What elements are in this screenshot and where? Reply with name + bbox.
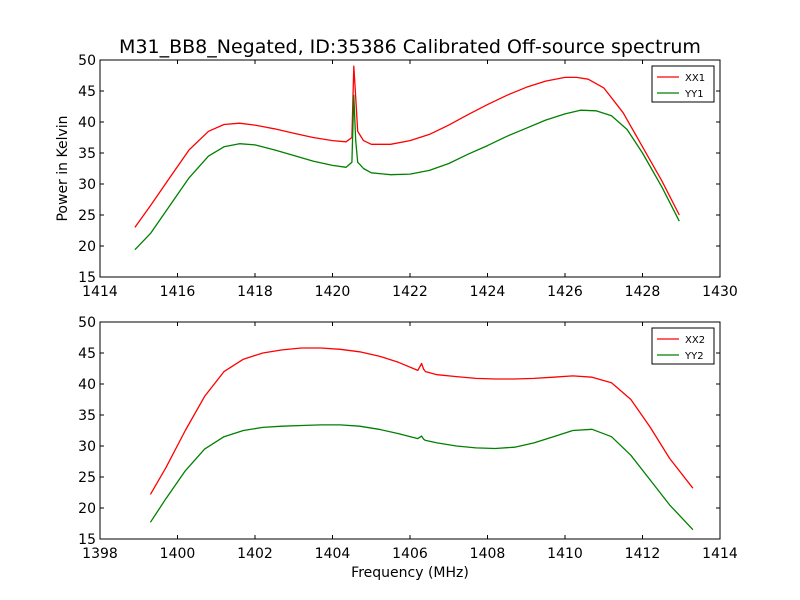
x-tick-label: 1418 [237,284,273,300]
series-line-xx1 [134,65,680,228]
x-tick-label: 1410 [547,546,583,562]
subplot-1: 1414 1416 1418 1420 1422 1424 1426 1428 1430 15 20… [55,53,738,300]
legend-label-yy2: YY2 [684,351,704,362]
y-tick-label: 25 [78,208,96,224]
x-tick-label: 1420 [315,284,351,300]
x-tick-label: 1408 [470,546,506,562]
y-tick-label: 45 [78,84,96,100]
x-tick-label: 1402 [237,546,273,562]
legend-label-xx1: XX1 [685,73,705,84]
x-tick-label: 1414 [702,546,738,562]
legend-box [651,65,715,103]
y-tick-label: 20 [78,501,96,517]
x-tick-label: 1424 [470,284,506,300]
y-tick-label: 45 [78,346,96,362]
series-line-xx2 [149,347,694,495]
series-line-yy1 [134,94,680,251]
x-tick-label: 1426 [547,284,583,300]
x-tick-label: 1406 [392,546,428,562]
y-tick-label: 25 [78,470,96,486]
y-axis-label: Power in Kelvin [55,115,71,221]
y-tick-label: 30 [78,177,96,193]
x-axis-label: Frequency (MHz) [351,565,469,581]
x-tick-label: 1400 [160,546,196,562]
y-tick-label: 50 [78,53,96,69]
chart-title: M31_BB8_Negated, ID:35386 Calibrated Off… [119,36,701,58]
y-tick-label: 30 [78,439,96,455]
x-tick-label: 1416 [160,284,196,300]
y-tick-label: 15 [78,532,96,548]
x-tick-label: 1428 [625,284,661,300]
x-tick-label: 1412 [625,546,661,562]
y-tick-label: 15 [78,270,96,286]
x-tick-label: 1414 [82,284,118,300]
legend-label-yy1: YY1 [684,89,704,100]
legend-box [651,327,715,365]
x-tick-label: 1430 [702,284,738,300]
subplot-2: 1398 1400 1402 1404 1406 1408 1410 1412 1414 15 20… [78,315,738,581]
y-tick-label: 40 [78,115,96,131]
y-tick-label: 20 [78,239,96,255]
axes-frame [99,321,721,540]
y-tick-label: 35 [78,408,96,424]
axes-frame [99,59,721,278]
series-line-yy2 [149,424,694,531]
legend-label-xx2: XX2 [685,335,705,346]
y-tick-label: 50 [78,315,96,331]
x-tick-label: 1404 [315,546,351,562]
y-tick-label: 35 [78,146,96,162]
x-tick-label: 1398 [82,546,118,562]
x-tick-label: 1422 [392,284,428,300]
y-tick-label: 40 [78,377,96,393]
plots-layer: 1414 1416 1418 1420 1422 1424 1426 1428 1430 15 20… [55,53,738,581]
